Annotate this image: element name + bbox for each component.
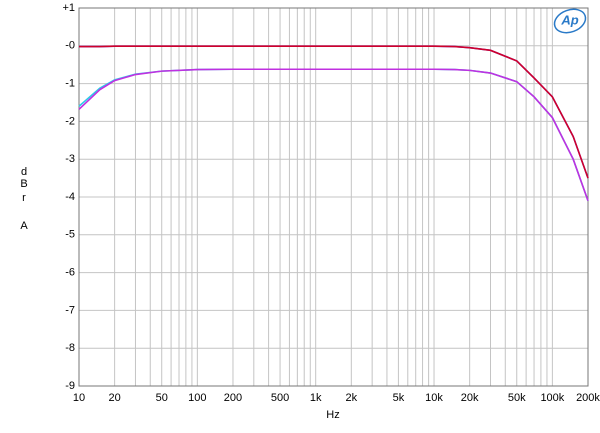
x-tick-label: 10	[73, 392, 85, 404]
y-axis-label: r	[22, 192, 26, 204]
x-tick-label: 200	[224, 392, 242, 404]
series-line	[79, 45, 589, 179]
x-tick-label: 20	[109, 392, 121, 404]
x-tick-label: 50k	[508, 392, 526, 404]
x-tick-label: 500	[271, 392, 289, 404]
y-axis-label: A	[20, 220, 28, 232]
y-tick-label: +1	[62, 2, 75, 14]
logo-ring	[553, 8, 587, 34]
x-tick-label: 10k	[425, 392, 443, 404]
y-tick-label: -2	[65, 115, 75, 127]
y-tick-label: -4	[65, 191, 75, 203]
y-axis-label: d	[21, 166, 27, 178]
x-tick-label: 200k	[576, 392, 600, 404]
logo: Ap	[560, 12, 578, 27]
grid	[78, 7, 589, 387]
y-tick-label: -5	[65, 229, 75, 241]
y-tick-label: -1	[65, 78, 75, 90]
y-tick-label: -9	[65, 380, 75, 392]
y-tick-label: -8	[65, 342, 75, 354]
x-axis-label: Hz	[326, 409, 339, 421]
y-tick-label: -0	[65, 40, 75, 52]
y-tick-label: -6	[65, 267, 75, 279]
x-tick-label: 50	[156, 392, 168, 404]
x-tick-label: 100k	[540, 392, 564, 404]
y-axis-label: B	[20, 178, 27, 190]
x-tick-label: 100	[188, 392, 206, 404]
x-tick-label: 5k	[393, 392, 405, 404]
series-line	[79, 45, 589, 179]
y-tick-label: -3	[65, 153, 75, 165]
x-tick-label: 20k	[461, 392, 479, 404]
y-tick-label: -7	[65, 304, 75, 316]
x-tick-label: 1k	[310, 392, 322, 404]
series-line	[78, 68, 589, 202]
x-tick-label: 2k	[346, 392, 358, 404]
series-line	[78, 68, 589, 202]
plot-frame	[78, 7, 589, 387]
